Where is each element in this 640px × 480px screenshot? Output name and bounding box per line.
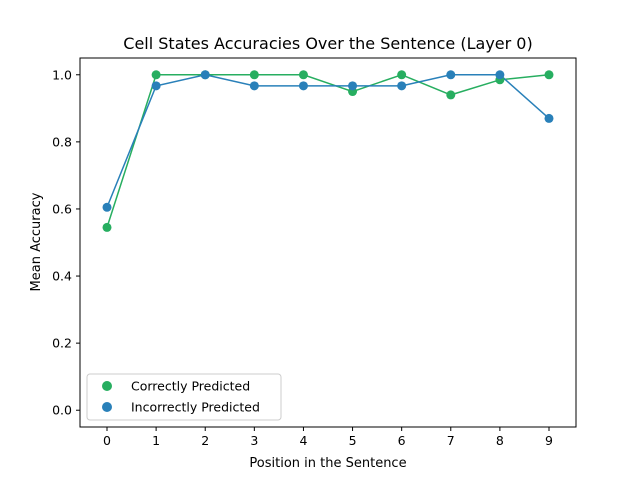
data-point [249, 81, 259, 91]
series-line-1 [106, 74, 550, 208]
data-point [544, 113, 554, 123]
chart-title: Cell States Accuracies Over the Sentence… [123, 34, 532, 53]
data-point [151, 70, 161, 80]
y-tick-label: 1.0 [52, 67, 72, 82]
y-tick-label: 0.2 [52, 336, 72, 351]
data-point [102, 222, 112, 232]
x-tick-label: 9 [545, 433, 553, 448]
y-tick-label: 0.8 [52, 134, 72, 149]
legend-marker-incorrect [102, 402, 112, 412]
x-tick-label: 7 [447, 433, 455, 448]
series-line-0 [106, 73, 550, 228]
x-tick-label: 8 [496, 433, 504, 448]
x-tick-label: 3 [250, 433, 258, 448]
y-axis-label: Mean Accuracy [29, 192, 44, 291]
x-axis: 0 1 2 3 4 5 6 7 8 9 [103, 427, 553, 448]
x-tick-label: 6 [398, 433, 406, 448]
x-tick-label: 2 [201, 433, 209, 448]
plot-area [79, 57, 577, 428]
legend: Correctly Predicted Incorrectly Predicte… [86, 373, 282, 421]
data-point [397, 81, 407, 91]
data-point [348, 81, 358, 91]
legend-label-incorrect: Incorrectly Predicted [131, 400, 260, 415]
y-tick-label: 0.6 [52, 201, 72, 216]
data-point [446, 70, 456, 80]
x-tick-label: 1 [152, 433, 160, 448]
legend-box [86, 373, 282, 421]
y-axis: 0.0 0.2 0.4 0.6 0.8 1.0 [52, 67, 80, 418]
data-point [298, 81, 308, 91]
y-tick-label: 0.0 [52, 403, 72, 418]
data-point [151, 81, 161, 91]
x-tick-label: 0 [103, 433, 111, 448]
data-point [298, 70, 308, 80]
x-axis-label: Position in the Sentence [249, 456, 406, 471]
y-tick-label: 0.4 [52, 269, 72, 284]
data-point [249, 70, 259, 80]
legend-marker-correct [102, 381, 112, 391]
data-point [544, 70, 554, 80]
x-tick-label: 5 [349, 433, 357, 448]
series-layer [102, 70, 554, 232]
data-point [495, 70, 505, 80]
x-tick-label: 4 [299, 433, 307, 448]
data-point [397, 70, 407, 80]
data-point [102, 202, 112, 212]
data-point [200, 70, 210, 80]
legend-label-correct: Correctly Predicted [131, 379, 250, 394]
data-point [446, 90, 456, 100]
